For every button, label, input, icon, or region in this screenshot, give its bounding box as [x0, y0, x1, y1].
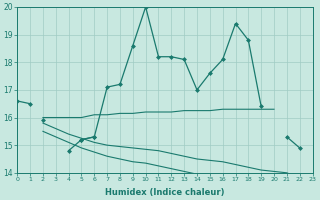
X-axis label: Humidex (Indice chaleur): Humidex (Indice chaleur) — [105, 188, 225, 197]
